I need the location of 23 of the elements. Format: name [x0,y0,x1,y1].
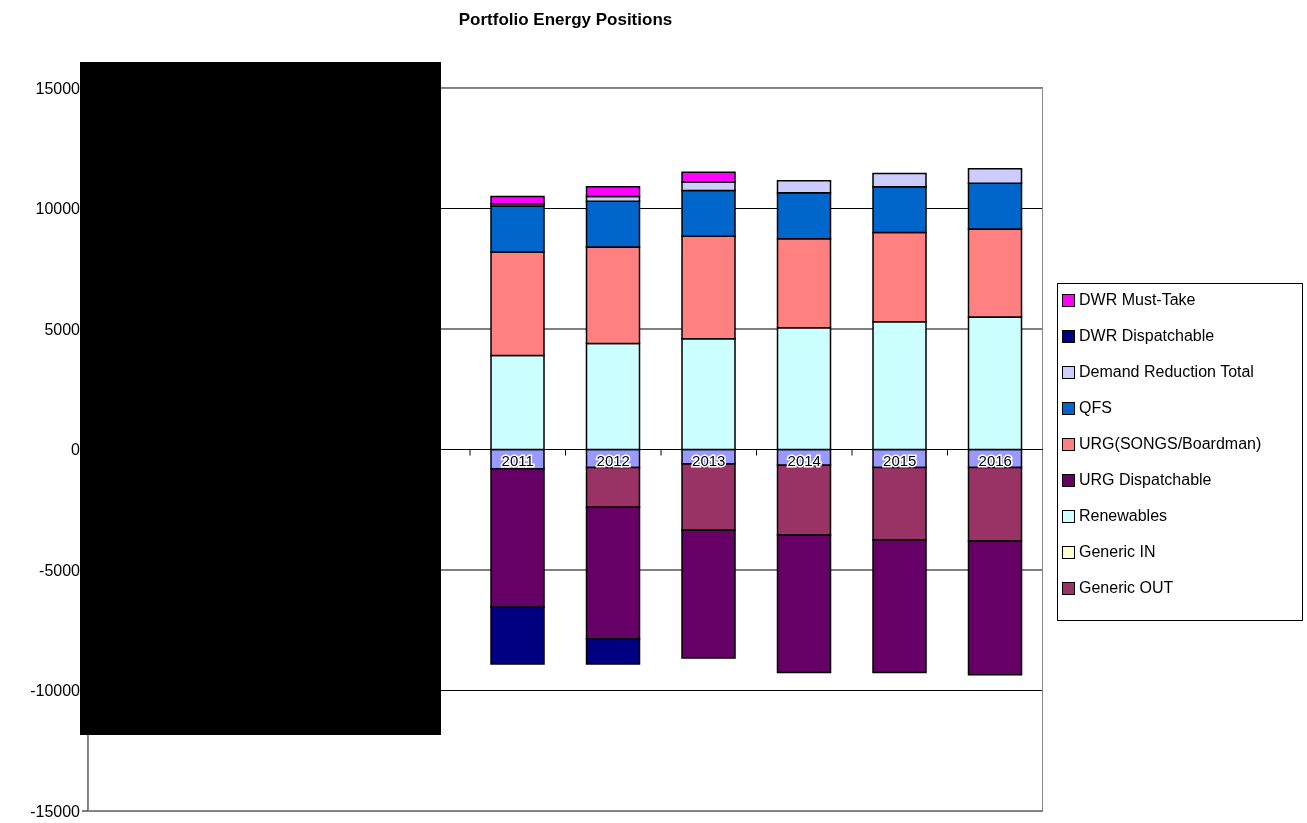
legend-label: Renewables [1079,506,1168,525]
legend-label: DWR Must-Take [1079,290,1196,309]
legend-label: URG(SONGS/Boardman) [1079,434,1262,453]
legend-label: Generic IN [1079,542,1156,561]
legend-label: QFS [1079,398,1112,417]
x-tick-label: 2012 [596,451,630,469]
y-tick-label: 5000 [44,320,81,338]
bar [585,186,641,198]
y-tick-label: 0 [71,441,81,459]
x-tick-label: 2016 [978,451,1012,469]
y-tick-label: -5000 [39,561,81,579]
bar [490,195,545,205]
legend-label: Demand Reduction Total [1079,362,1254,381]
y-tick-label: 10000 [35,200,81,218]
legend-label: Generic OUT [1079,578,1174,597]
y-tick-label: -15000 [30,802,81,820]
x-tick-label: 2011 [501,451,534,469]
chart-title: Portfolio Energy Positions [457,10,674,30]
legend-label: URG Dispatchable [1079,470,1212,489]
x-tick-label: 2015 [883,451,917,469]
y-tick-label: -10000 [30,682,81,700]
y-tick-label: 15000 [35,79,81,97]
legend-label: DWR Dispatchable [1079,326,1215,345]
